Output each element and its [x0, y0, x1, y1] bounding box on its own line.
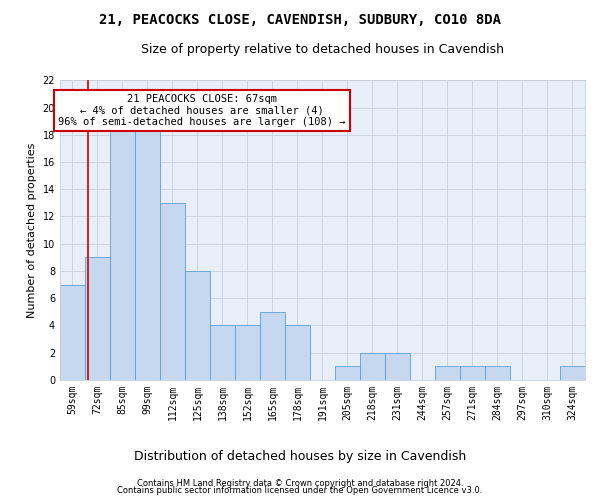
Bar	[285, 326, 310, 380]
Bar	[185, 271, 210, 380]
Text: Contains HM Land Registry data © Crown copyright and database right 2024.: Contains HM Land Registry data © Crown c…	[137, 478, 463, 488]
Bar	[235, 326, 260, 380]
Bar	[110, 108, 135, 380]
Bar	[160, 203, 185, 380]
Y-axis label: Number of detached properties: Number of detached properties	[27, 142, 37, 318]
Bar	[560, 366, 585, 380]
Bar	[85, 258, 110, 380]
Bar	[260, 312, 285, 380]
Bar	[485, 366, 510, 380]
Bar	[385, 352, 410, 380]
Bar	[210, 326, 235, 380]
Bar	[60, 284, 85, 380]
Bar	[360, 352, 385, 380]
Bar	[135, 121, 160, 380]
Bar	[435, 366, 460, 380]
Text: 21, PEACOCKS CLOSE, CAVENDISH, SUDBURY, CO10 8DA: 21, PEACOCKS CLOSE, CAVENDISH, SUDBURY, …	[99, 12, 501, 26]
Title: Size of property relative to detached houses in Cavendish: Size of property relative to detached ho…	[141, 42, 504, 56]
Bar	[335, 366, 360, 380]
Text: Contains public sector information licensed under the Open Government Licence v3: Contains public sector information licen…	[118, 486, 482, 495]
Text: Distribution of detached houses by size in Cavendish: Distribution of detached houses by size …	[134, 450, 466, 463]
Bar	[460, 366, 485, 380]
Text: 21 PEACOCKS CLOSE: 67sqm
← 4% of detached houses are smaller (4)
96% of semi-det: 21 PEACOCKS CLOSE: 67sqm ← 4% of detache…	[58, 94, 346, 127]
